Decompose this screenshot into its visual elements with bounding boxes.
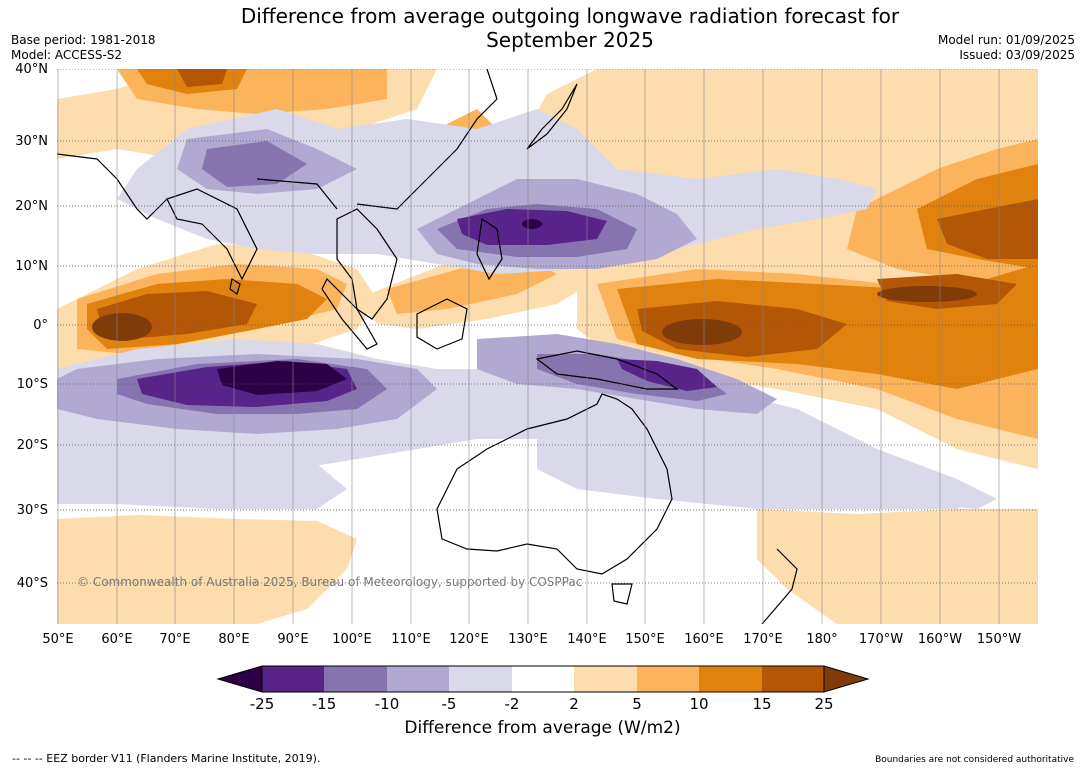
lon-label: 170°E (743, 632, 783, 647)
lat-label: 20°S (16, 438, 48, 453)
model-name: Model: ACCESS-S2 (11, 48, 123, 62)
copyright-notice: © Commonwealth of Australia 2025, Bureau… (77, 575, 583, 589)
map-title: Difference from average outgoing longwav… (140, 4, 1000, 52)
meta-right: Model run: 01/09/2025 Issued: 03/09/2025 (938, 33, 1075, 63)
colorbar-tick: 10 (689, 695, 709, 713)
colorbar-segment (387, 666, 449, 692)
eez-border-note: -- -- -- EEZ border V11 (Flanders Marine… (12, 752, 321, 765)
meta-left: Base period: 1981-2018 Model: ACCESS-S2 (11, 33, 156, 63)
asia-coast (57, 69, 498, 220)
lon-label: 120°E (449, 632, 489, 647)
colorbar-segment (262, 666, 324, 692)
lon-label: 110°E (391, 632, 431, 647)
lon-label: 180° (806, 632, 838, 647)
lat-label: 30°N (15, 134, 48, 149)
lon-label: 80°E (218, 632, 250, 647)
colorbar-segment (762, 666, 824, 692)
title-line-1: Difference from average outgoing longwav… (240, 4, 900, 28)
lon-label: 130°E (508, 632, 548, 647)
new-zealand-coast (761, 548, 798, 624)
title-line-2: September 2025 (486, 28, 654, 52)
graticule (57, 69, 1038, 624)
lon-label: 160°E (684, 632, 724, 647)
colorbar-segment (574, 666, 637, 692)
lat-label: 10°N (15, 259, 48, 274)
issued-date: Issued: 03/09/2025 (959, 48, 1075, 62)
lon-label: 90°E (277, 632, 309, 647)
australia-coast (436, 393, 673, 575)
lon-label: 70°E (159, 632, 191, 647)
map-area (57, 69, 1038, 624)
lon-label: 170°W (858, 632, 904, 647)
colorbar-title: Difference from average (W/m2) (404, 718, 681, 738)
borneo-coast (416, 298, 468, 350)
lat-label: 0° (33, 318, 48, 333)
lat-label: 40°N (15, 62, 48, 77)
anomaly-positive-peak (92, 286, 977, 345)
lon-label: 160°W (917, 632, 963, 647)
colorbar-tick: -2 (504, 695, 520, 713)
coastlines (57, 69, 798, 624)
colorbar-segment (699, 666, 762, 692)
colorbar-outline (261, 665, 825, 693)
lon-label: 60°E (101, 632, 133, 647)
model-run: Model run: 01/09/2025 (937, 33, 1075, 47)
colorbar-tick: -10 (374, 695, 400, 713)
base-period: Base period: 1981-2018 (11, 33, 156, 47)
colorbar-segment (449, 666, 512, 692)
colorbar-segment (512, 666, 574, 692)
colorbar (216, 665, 870, 693)
lat-label: 30°S (16, 503, 48, 518)
lat-label: 40°S (16, 576, 48, 591)
lat-label: 20°N (15, 199, 48, 214)
map-svg (57, 69, 1038, 624)
colorbar-segment (324, 666, 387, 692)
japan-coast (526, 83, 578, 150)
colorbar-tick: -25 (249, 695, 275, 713)
philippines-coast (476, 217, 503, 281)
southeast-asia-coast (336, 208, 398, 320)
anomaly-negative-peak (217, 219, 542, 395)
colorbar-min-arrow (216, 665, 263, 693)
boundaries-disclaimer: Boundaries are not considered authoritat… (875, 755, 1074, 765)
colorbar-tick: 5 (632, 695, 642, 713)
colorbar-segment (637, 666, 699, 692)
lon-label: 150°E (625, 632, 665, 647)
colorbar-tick: 15 (752, 695, 772, 713)
colorbar-tick: 25 (814, 695, 834, 713)
lon-label: 150°W (976, 632, 1022, 647)
colorbar-max-arrow (823, 665, 870, 693)
lon-label: 50°E (42, 632, 74, 647)
lat-label: 10°S (16, 377, 48, 392)
sumatra-coast (321, 277, 378, 350)
lon-label: 140°E (567, 632, 607, 647)
colorbar-tick: 2 (569, 695, 579, 713)
tasmania-coast (611, 583, 633, 605)
new-guinea-coast (535, 350, 679, 390)
lon-label: 100°E (332, 632, 372, 647)
colorbar-tick: -5 (441, 695, 457, 713)
colorbar-tick: -15 (311, 695, 337, 713)
india-coast (166, 188, 258, 281)
sri-lanka-coast (229, 278, 241, 295)
